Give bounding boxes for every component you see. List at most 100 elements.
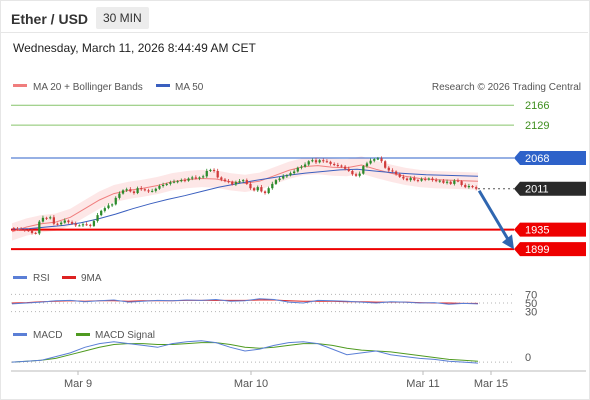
candle	[300, 166, 303, 168]
level-label-2129: 2129	[525, 120, 549, 132]
candle	[394, 171, 398, 175]
candle	[329, 161, 332, 164]
candle	[340, 165, 343, 167]
candle	[198, 177, 201, 179]
candle	[85, 224, 88, 226]
candle	[398, 174, 401, 177]
candle	[296, 167, 299, 172]
candle	[333, 163, 336, 166]
candle	[176, 181, 179, 183]
candle	[278, 178, 281, 181]
candle	[369, 160, 372, 164]
candle	[427, 178, 430, 180]
candle	[23, 229, 26, 231]
candle	[100, 210, 103, 216]
instrument-title: Ether / USD	[11, 11, 89, 27]
candle	[151, 190, 154, 192]
ma50-legend-label: MA 50	[175, 82, 204, 93]
candle	[384, 161, 387, 168]
candle	[52, 217, 55, 224]
candle	[110, 204, 114, 206]
x-tick-label: Mar 10	[234, 378, 268, 390]
candle	[121, 190, 125, 194]
candle	[343, 166, 347, 169]
candle	[81, 224, 85, 226]
candle	[467, 186, 471, 188]
candle	[49, 217, 52, 219]
candle	[60, 222, 63, 225]
candle	[314, 160, 318, 163]
candle	[358, 173, 361, 176]
macd-signal-legend-label: MACD Signal	[95, 330, 155, 341]
candle	[180, 180, 183, 182]
candle	[274, 180, 278, 184]
candle	[442, 180, 445, 183]
macd-signal-legend-swatch	[76, 333, 90, 336]
timeframe-button[interactable]: 30 MIN	[96, 7, 149, 29]
candle	[30, 230, 34, 233]
candle	[209, 169, 212, 171]
rsi-legend-swatch	[13, 276, 27, 279]
x-tick-label: Mar 11	[406, 378, 439, 390]
candle	[263, 191, 267, 194]
report-datetime: Wednesday, March 11, 2026 8:44:49 AM CET	[13, 41, 256, 55]
candle	[45, 217, 48, 219]
candle	[172, 181, 176, 183]
candle	[194, 177, 197, 179]
candle	[267, 188, 270, 194]
candle	[107, 205, 110, 209]
candle	[158, 186, 161, 189]
candle	[132, 191, 136, 194]
candle	[63, 220, 66, 223]
candle	[409, 177, 412, 181]
candle	[416, 180, 420, 182]
candle	[405, 178, 409, 181]
candle	[387, 167, 390, 171]
candle	[293, 171, 296, 174]
candle	[74, 223, 77, 226]
candle	[453, 180, 456, 184]
candle	[147, 190, 150, 192]
candle	[67, 220, 70, 223]
level-label-1935: 1935	[525, 225, 549, 237]
candle	[223, 179, 227, 182]
candle	[212, 169, 216, 171]
macd-panel: 0	[11, 340, 531, 364]
candle	[216, 170, 219, 178]
candle	[220, 177, 223, 180]
candle	[431, 178, 434, 181]
candle	[38, 221, 41, 234]
candle	[413, 177, 416, 181]
candle	[78, 225, 81, 227]
candle	[27, 230, 30, 232]
candle	[183, 180, 187, 182]
candle	[336, 165, 339, 167]
candle	[325, 161, 329, 163]
x-tick-label: Mar 15	[474, 378, 508, 390]
candle	[256, 187, 259, 191]
candle	[19, 229, 23, 231]
level-label-1899: 1899	[525, 244, 549, 256]
credit-text: Research © 2026 Trading Central	[432, 82, 581, 93]
candle	[242, 180, 245, 182]
candle	[435, 180, 438, 182]
candle	[365, 163, 369, 167]
macd-signal-line	[11, 342, 479, 363]
candle	[118, 193, 121, 198]
forecast-arrow	[477, 189, 510, 241]
candle	[143, 189, 147, 191]
candle	[191, 177, 194, 179]
bb-legend-swatch	[13, 84, 27, 87]
candle	[41, 217, 45, 222]
macd-legend-swatch	[13, 333, 27, 336]
candle	[282, 176, 285, 179]
candle	[460, 181, 463, 185]
candle	[252, 188, 256, 191]
ma50-legend-swatch	[156, 84, 170, 87]
level-label-2068: 2068	[525, 153, 549, 165]
candle	[129, 189, 132, 192]
rsi-tick-label: 70	[525, 289, 537, 301]
candle	[456, 180, 460, 182]
